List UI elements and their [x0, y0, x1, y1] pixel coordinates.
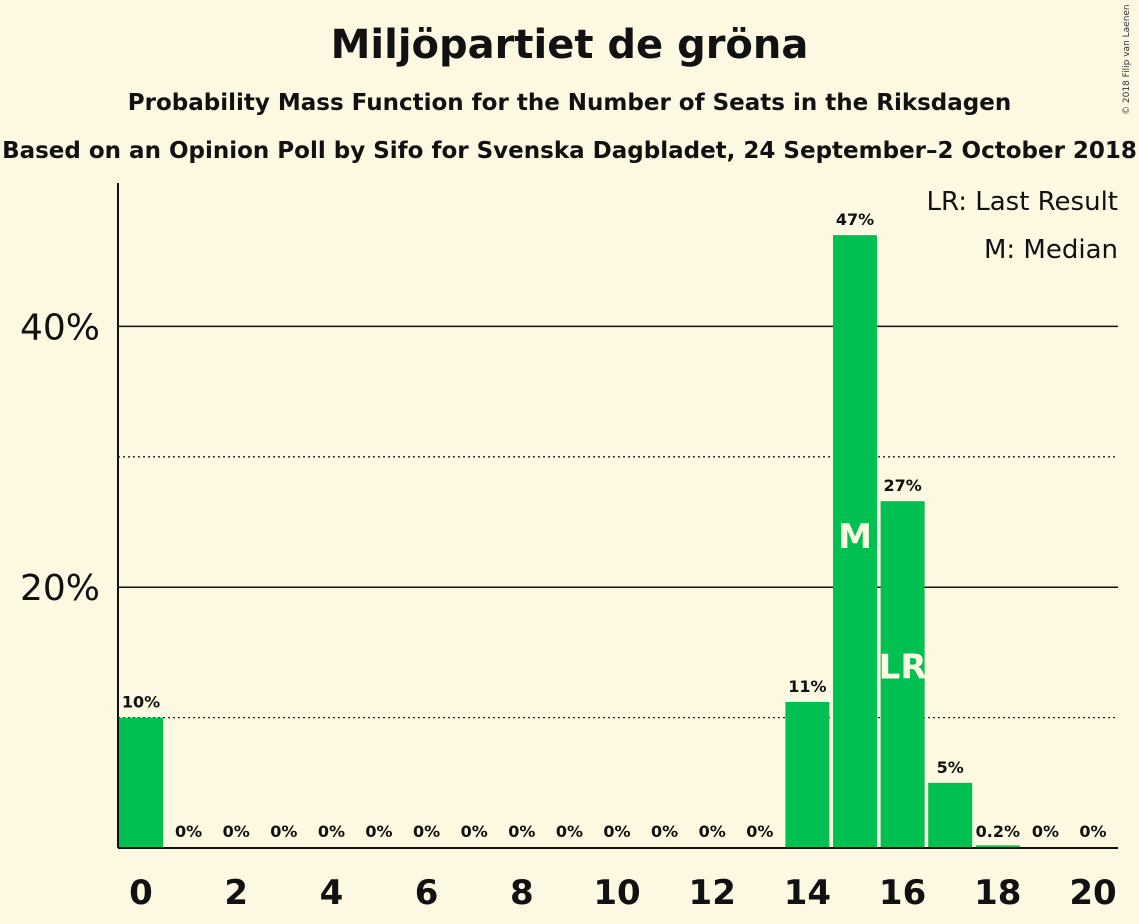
data-label: 0%: [175, 822, 202, 841]
bar: [975, 845, 1020, 848]
bar: [928, 782, 973, 848]
bar: [119, 717, 163, 848]
data-label: 47%: [836, 210, 874, 229]
chart-source: Based on an Opinion Poll by Sifo for Sve…: [2, 138, 1137, 164]
bar: [785, 701, 830, 848]
data-label: 0%: [651, 822, 678, 841]
x-tick-label: 14: [784, 873, 831, 913]
x-tick-label: 8: [510, 873, 534, 913]
data-label: 5%: [937, 758, 964, 777]
data-label: 0%: [223, 822, 250, 841]
x-tick-label: 0: [129, 873, 153, 913]
x-tick-label: 18: [974, 873, 1021, 913]
data-label: 27%: [883, 476, 921, 495]
data-label: 11%: [788, 677, 826, 696]
x-tick-label: 16: [879, 873, 926, 913]
data-label: 0%: [508, 822, 535, 841]
data-label: 0%: [365, 822, 392, 841]
y-tick-label: 20%: [20, 568, 100, 609]
data-label: 0%: [1079, 822, 1106, 841]
data-label: 0%: [699, 822, 726, 841]
x-tick-label: 4: [320, 873, 344, 913]
x-tick-label: 20: [1069, 873, 1116, 913]
data-label: 0%: [746, 822, 773, 841]
bar: [833, 235, 877, 848]
data-label: 0%: [603, 822, 630, 841]
data-label: 0%: [270, 822, 297, 841]
x-tick-label: 2: [224, 873, 248, 913]
data-label: 0.2%: [976, 822, 1020, 841]
data-label: 10%: [122, 693, 160, 712]
data-label: 0%: [413, 822, 440, 841]
data-label: 0%: [1032, 822, 1059, 841]
bar: [880, 501, 925, 848]
chart-title: Miljöpartiet de gröna: [330, 22, 809, 68]
bar-annotation: LR: [879, 647, 927, 687]
legend-item: M: Median: [984, 235, 1118, 265]
bar-annotation: M: [838, 517, 872, 557]
x-tick-label: 12: [689, 873, 736, 913]
y-tick-label: 40%: [20, 307, 100, 348]
x-tick-label: 10: [593, 873, 640, 913]
data-label: 0%: [461, 822, 488, 841]
data-label: 0%: [318, 822, 345, 841]
legend-item: LR: Last Result: [926, 187, 1118, 217]
chart-subtitle: Probability Mass Function for the Number…: [127, 90, 1012, 116]
data-label: 0%: [556, 822, 583, 841]
x-tick-label: 6: [415, 873, 439, 913]
